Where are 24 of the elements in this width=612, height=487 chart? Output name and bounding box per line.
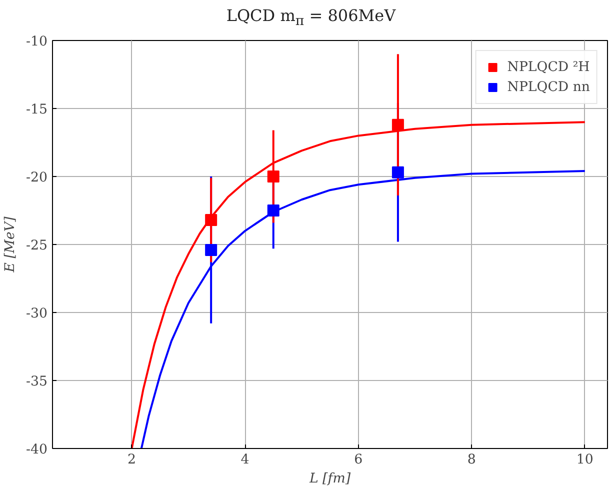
legend-label: NPLQCD ²H xyxy=(507,60,590,74)
y-axis-title: E [MeV] xyxy=(3,216,18,274)
y-tick-label: -25 xyxy=(26,238,48,254)
point xyxy=(392,118,404,131)
point xyxy=(205,244,218,256)
y-tick-label: -20 xyxy=(26,170,48,186)
x-tick-label: 4 xyxy=(240,452,250,468)
y-tick-label: -40 xyxy=(26,442,48,458)
line-series xyxy=(140,170,586,448)
x-tick-label: 10 xyxy=(576,452,594,468)
x-tick-label: 8 xyxy=(467,452,476,468)
y-tick-label: -15 xyxy=(26,102,48,118)
point xyxy=(205,214,218,226)
point xyxy=(267,170,280,182)
y-tick-label: -30 xyxy=(26,306,48,322)
x-tick-label: 6 xyxy=(354,452,363,468)
x-tick-label: 2 xyxy=(128,452,136,468)
chart-title: LQCD m$_{π}$ = 806MeV xyxy=(226,5,396,32)
point xyxy=(267,204,280,216)
y-tick-label: -35 xyxy=(26,374,48,390)
y-tick-label: -10 xyxy=(26,34,48,50)
x-axis-title: L [fm] xyxy=(308,472,352,486)
legend-label: NPLQCD nn xyxy=(507,80,590,94)
point xyxy=(392,166,404,178)
